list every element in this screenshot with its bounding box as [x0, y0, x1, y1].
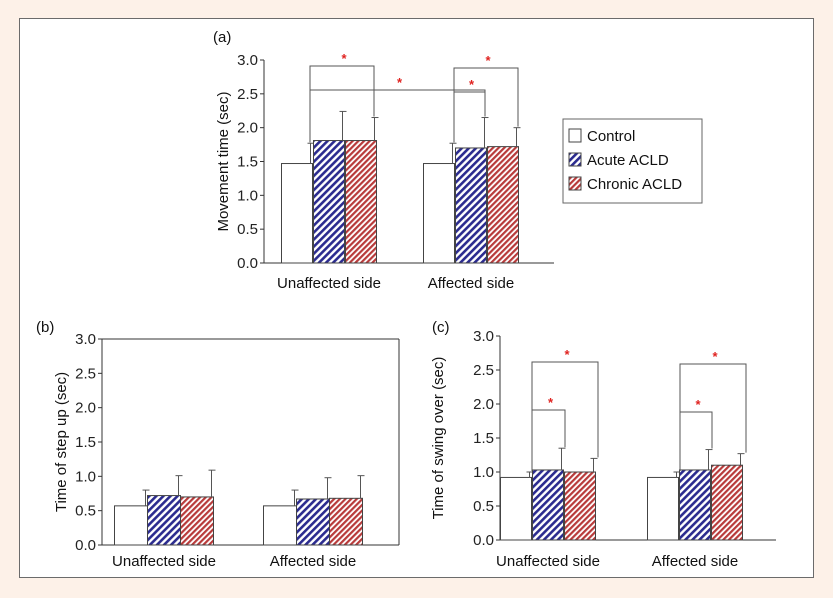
y-tick-label: 0.5 [75, 503, 96, 520]
bar-chronic-acld [345, 140, 377, 264]
significance-star: * [341, 51, 347, 66]
significance-star: * [712, 349, 718, 364]
y-tick-label: 2.5 [237, 86, 258, 103]
y-tick-label: 0.5 [237, 221, 258, 238]
y-tick-label: 3.0 [237, 52, 258, 69]
y-tick-label: 2.0 [75, 400, 96, 417]
y-tick-label: 2.0 [237, 120, 258, 137]
y-axis-title: Movement time (sec) [215, 91, 232, 231]
bar-acute-acld [147, 495, 181, 546]
panel-b: (b) 0.0 0.5 1.0 1.5 2.0 2.5 3.0 Time of step up … [36, 319, 400, 570]
y-axis-title: Time of swing over (sec) [430, 357, 447, 520]
bar-chronic-acld [180, 496, 214, 546]
bar-control [423, 163, 455, 264]
y-tick-label: 3.0 [473, 328, 494, 345]
x-category-label: Affected side [428, 275, 514, 292]
bar-control [263, 505, 297, 546]
x-category-label: Affected side [270, 553, 356, 570]
bar-chronic-acld [564, 471, 596, 541]
significance-star: * [485, 53, 491, 68]
legend-label: Acute ACLD [587, 152, 669, 169]
bar-acute-acld [296, 498, 330, 546]
significance-bracket [309, 89, 486, 143]
significance-bracket [531, 409, 566, 471]
x-category-label: Unaffected side [112, 553, 216, 570]
legend: Control Acute ACLD Chronic ACLD [562, 118, 703, 204]
y-tick-label: 0.0 [473, 532, 494, 549]
significance-star: * [397, 75, 403, 90]
bar-acute-acld [679, 469, 711, 541]
bar-control [647, 476, 679, 541]
legend-swatch [568, 128, 582, 143]
legend-label: Chronic ACLD [587, 176, 682, 193]
significance-bracket [453, 91, 486, 143]
y-axis-title: Time of step up (sec) [53, 372, 70, 512]
significance-star: * [548, 395, 554, 410]
bar-control [114, 505, 148, 546]
y-tick-label: 1.5 [473, 430, 494, 447]
x-category-label: Affected side [652, 553, 738, 570]
legend-swatch [568, 152, 582, 167]
significance-bracket [679, 363, 747, 471]
panel-label: (b) [36, 319, 54, 336]
significance-bracket [531, 361, 599, 471]
bar-control [500, 476, 532, 541]
bar-acute-acld [313, 140, 345, 264]
legend-box [562, 118, 703, 204]
y-tick-label: 1.5 [237, 154, 258, 171]
bar-acute-acld [532, 469, 564, 541]
y-tick-label: 1.0 [237, 187, 258, 204]
significance-star: * [564, 347, 570, 362]
significance-bracket [453, 67, 519, 143]
panel-a: (a) 0.0 0.5 1.0 1.5 2.0 2.5 3.0 Movement time (s… [213, 29, 554, 292]
significance-star: * [695, 397, 701, 412]
panel-label: (a) [213, 29, 231, 46]
y-tick-label: 2.5 [473, 362, 494, 379]
bar-control [281, 163, 313, 264]
bar-chronic-acld [487, 146, 519, 264]
legend-swatch [568, 176, 582, 191]
y-tick-label: 0.0 [237, 255, 258, 272]
legend-label: Control [587, 128, 635, 145]
significance-bracket [309, 65, 375, 143]
x-category-label: Unaffected side [496, 553, 600, 570]
significance-star: * [469, 77, 475, 92]
y-tick-label: 1.0 [473, 464, 494, 481]
y-tick-label: 3.0 [75, 331, 96, 348]
panel-c: (c) 0.0 0.5 1.0 1.5 2.0 2.5 3.0 Time of swing ov… [430, 319, 776, 570]
y-tick-label: 1.5 [75, 434, 96, 451]
bar-chronic-acld [711, 464, 743, 541]
y-tick-label: 1.0 [75, 468, 96, 485]
bar-chronic-acld [329, 497, 363, 546]
x-category-label: Unaffected side [277, 275, 381, 292]
y-tick-label: 0.5 [473, 498, 494, 515]
panel-label: (c) [432, 319, 450, 336]
y-tick-label: 2.0 [473, 396, 494, 413]
y-tick-label: 2.5 [75, 365, 96, 382]
y-tick-label: 0.0 [75, 537, 96, 554]
significance-bracket [679, 411, 713, 471]
bar-acute-acld [455, 147, 487, 264]
